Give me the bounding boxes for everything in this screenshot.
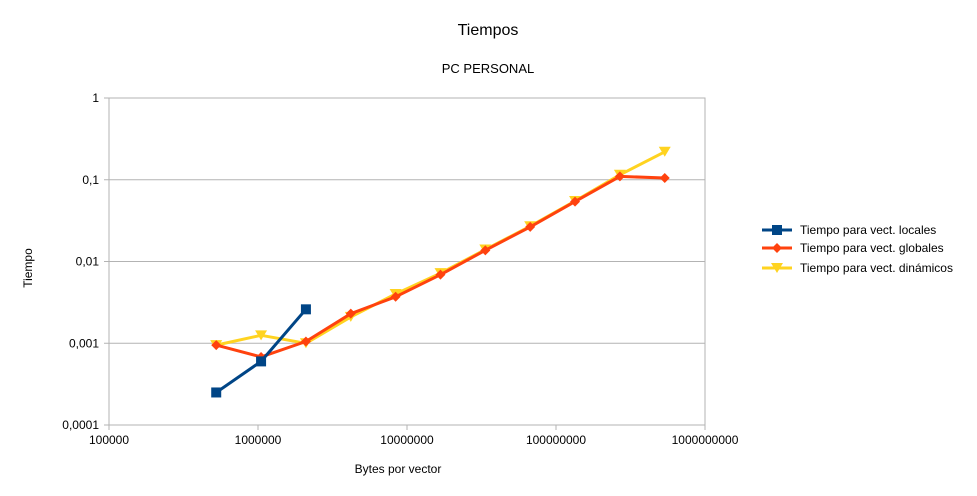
series-line-1 (215, 308, 308, 394)
grid-lines (109, 97, 705, 426)
data-point (345, 308, 356, 319)
legend-swatch-marker (772, 243, 782, 253)
data-point (300, 304, 311, 315)
legend: Tiempo para vect. locales Tiempo para vec… (762, 223, 953, 275)
data-point (525, 221, 536, 232)
x-tick-label: 1000000 (235, 433, 282, 447)
y-tick-label: 0,1 (82, 173, 99, 187)
data-point (435, 269, 446, 280)
y-tick-label: 1 (92, 91, 99, 105)
data-point (659, 173, 670, 184)
x-axis-ticks: 100000 1000000 10000000 100000000 1000000000 (89, 425, 739, 447)
x-axis-label: Bytes por vector (355, 462, 442, 476)
x-tick-label: 100000000 (526, 433, 586, 447)
series-line-2 (215, 174, 665, 359)
legend-label: Tiempo para vect. dinámicos (800, 261, 953, 275)
data-point (390, 291, 401, 302)
data-point (658, 146, 671, 157)
x-tick-label: 10000000 (380, 433, 434, 447)
data-point (300, 336, 311, 347)
y-tick-label: 0,001 (69, 336, 99, 350)
data-point (614, 171, 625, 182)
data-point (480, 245, 491, 256)
legend-label: Tiempo para vect. locales (800, 223, 936, 237)
legend-swatch-marker (771, 263, 783, 273)
legend-label: Tiempo para vect. globales (800, 241, 944, 255)
data-point (570, 196, 581, 207)
y-axis-ticks: 1 0,1 0,01 0,001 0,0001 (62, 91, 109, 432)
series-line-3 (215, 150, 666, 347)
chart-title: Tiempos (458, 22, 519, 39)
x-tick-label: 100000 (89, 433, 129, 447)
y-tick-label: 0,01 (76, 255, 100, 269)
series-group (210, 146, 671, 398)
data-point (211, 387, 222, 398)
x-tick-label: 1000000000 (672, 433, 739, 447)
y-tick-label: 0,0001 (62, 418, 99, 432)
data-point (211, 340, 222, 351)
legend-swatch-marker (772, 225, 782, 235)
y-axis-label: Tiempo (21, 248, 35, 288)
data-point (255, 330, 268, 341)
data-point (256, 356, 267, 367)
chart-subtitle: PC PERSONAL (442, 61, 534, 76)
